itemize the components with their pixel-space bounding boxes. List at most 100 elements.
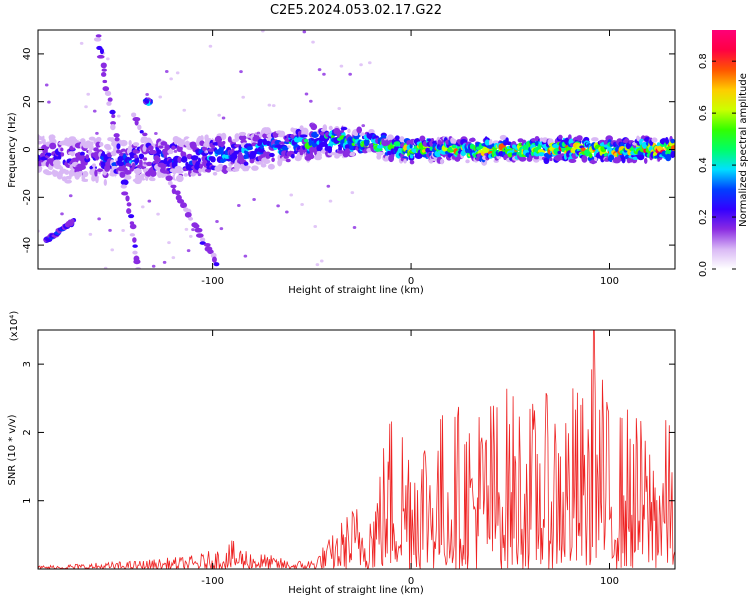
spectrogram-cell xyxy=(644,136,650,141)
spectrogram-cell xyxy=(557,150,562,155)
spectrogram-cell xyxy=(492,140,500,145)
spectrogram-cell xyxy=(41,138,46,144)
spectrogram-cell xyxy=(359,132,366,137)
spectrogram-cell xyxy=(64,169,68,174)
spectrogram-cell xyxy=(175,174,184,183)
spectrogram-cell xyxy=(347,128,351,134)
spectrogram-cell xyxy=(160,174,165,178)
spectrogram-cell xyxy=(38,140,43,145)
spectrogram-cell xyxy=(176,170,184,174)
spectrogram-cell xyxy=(218,147,224,152)
spectrogram-cell xyxy=(221,132,227,141)
spectrogram-noise xyxy=(191,228,195,232)
spectrogram-cell xyxy=(376,154,382,160)
spectrogram-cell xyxy=(538,152,545,157)
spectrogram-cell xyxy=(158,145,164,149)
spectrogram-cell xyxy=(356,126,363,134)
spectrogram-noise xyxy=(313,225,318,229)
spectrogram-noise xyxy=(110,248,115,252)
snr-x-tick-label: 0 xyxy=(408,576,414,587)
spectrogram-feature xyxy=(161,165,166,171)
spectrogram-feature xyxy=(116,143,121,150)
spectrogram-cell xyxy=(320,128,327,132)
spectrogram-cell xyxy=(199,162,204,169)
spectrogram-cell xyxy=(133,154,138,159)
spectrogram-cell xyxy=(246,146,253,151)
spectrogram-feature xyxy=(125,195,130,202)
spectrogram-cell xyxy=(591,137,599,142)
snr-y-tick-label: 1 xyxy=(22,498,33,504)
spectrogram-cell xyxy=(283,155,289,159)
spectrogram-cell xyxy=(439,158,444,165)
spectrogram-feature xyxy=(107,97,113,102)
spectrogram-cell xyxy=(460,150,467,157)
spectrogram-feature xyxy=(120,179,129,186)
colorbar-ticks: 0.0 0.2 0.4 0.6 0.8 xyxy=(698,53,736,277)
spectrogram-feature xyxy=(111,114,116,119)
spectrogram-cell xyxy=(80,164,86,170)
spectrogram-cell xyxy=(155,149,162,155)
spectrogram-cell xyxy=(499,134,507,140)
spectrogram-noise xyxy=(256,131,261,135)
spectrogram-cell xyxy=(60,152,65,157)
spectrogram-cell xyxy=(317,146,323,153)
spectrogram-cell xyxy=(222,140,226,145)
spectrogram-noise xyxy=(84,105,88,109)
spectrogram-feature xyxy=(132,116,141,122)
spectrogram-cell xyxy=(665,153,672,162)
spectrogram-cell xyxy=(81,178,89,182)
spectrogram-cell xyxy=(576,136,583,142)
spectrogram-cell xyxy=(96,136,102,142)
spectrogram-cell xyxy=(177,156,182,164)
chart-title: C2E5.2024.053.02.17.G22 xyxy=(270,3,442,18)
spectrogram-feature xyxy=(199,237,206,243)
spectrogram-noise xyxy=(339,64,344,68)
spectrogram-x-tick-label: 0 xyxy=(408,276,414,287)
spectrogram-noise xyxy=(219,227,224,231)
spectrogram-noise xyxy=(60,212,64,216)
spectrogram-cell xyxy=(49,142,57,150)
spectrogram-cell xyxy=(232,168,240,172)
spectrogram-feature xyxy=(188,216,194,221)
spectrogram-cell xyxy=(262,138,268,146)
spectrogram-feature xyxy=(126,208,132,215)
spectrogram-cell xyxy=(171,145,176,150)
spectrogram-cell xyxy=(180,158,186,163)
spectrogram-noise xyxy=(156,212,160,216)
spectrogram-cell xyxy=(484,139,490,146)
spectrogram-cell xyxy=(297,149,305,153)
spectrogram-noise xyxy=(121,229,125,233)
spectrogram-noise xyxy=(95,131,99,135)
spectrogram-noise xyxy=(221,116,226,120)
snr-y-tick-label: 2 xyxy=(22,429,33,435)
spectrogram-x-axis-label: Height of straight line (km) xyxy=(288,285,424,296)
spectrogram-feature xyxy=(100,62,107,69)
spectrogram-noise xyxy=(136,179,141,183)
spectrogram-cell xyxy=(303,138,309,143)
spectrogram-feature xyxy=(100,72,107,77)
spectrogram-cell xyxy=(138,153,145,160)
spectrogram-feature xyxy=(170,184,177,189)
spectrogram-noise xyxy=(317,68,322,72)
spectrogram-noise xyxy=(154,132,158,136)
spectrogram-feature xyxy=(180,202,188,209)
spectrogram-cell xyxy=(349,144,354,151)
spectrogram-feature xyxy=(165,175,173,182)
spectrogram-noise xyxy=(217,113,221,117)
spectrogram-cell xyxy=(58,153,62,160)
spectrogram-cell xyxy=(212,171,218,176)
spectrogram-noise xyxy=(289,193,294,197)
spectrogram-cell xyxy=(465,159,470,164)
spectrogram-noise xyxy=(197,173,202,177)
spectrogram-cell xyxy=(200,135,204,142)
colorbar-tick-label: 0.4 xyxy=(698,157,709,173)
spectrogram-cell xyxy=(93,147,99,152)
spectrogram-cell xyxy=(119,139,128,147)
spectrogram-feature xyxy=(184,211,192,218)
spectrogram-noise xyxy=(143,161,147,165)
spectrogram-feature xyxy=(113,133,120,138)
spectrogram-noise xyxy=(92,109,97,113)
spectrogram-cell xyxy=(149,170,157,177)
spectrogram-cell xyxy=(451,144,457,149)
spectrogram-cell xyxy=(281,145,289,151)
